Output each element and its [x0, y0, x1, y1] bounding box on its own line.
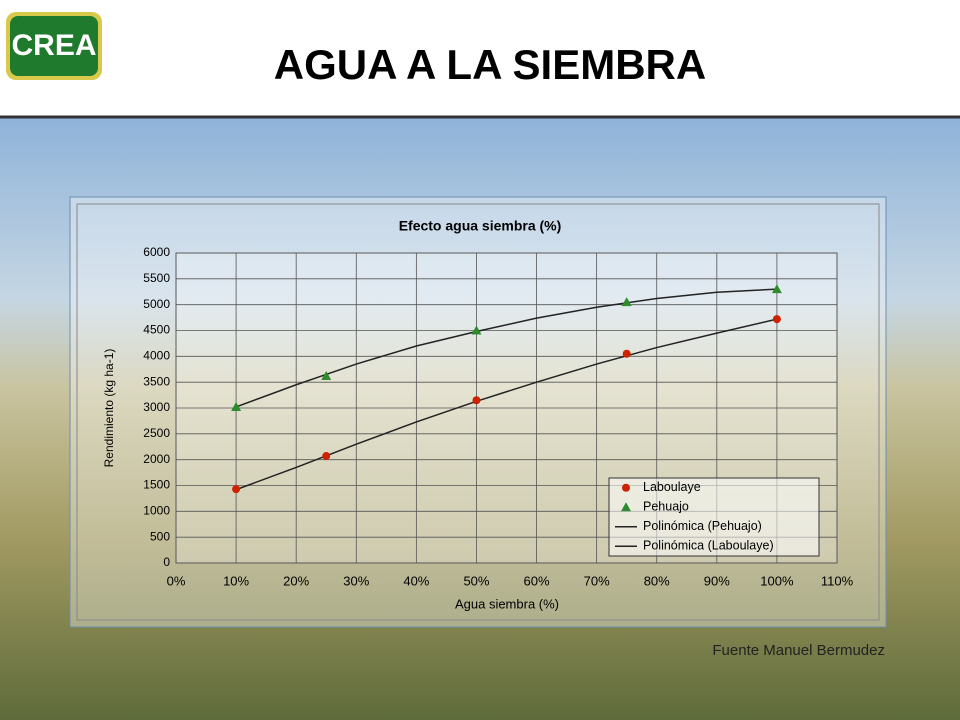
source-note: Fuente Manuel Bermudez	[712, 642, 885, 659]
slide-title: AGUA A LA SIEMBRA	[274, 41, 706, 88]
y-tick-label: 500	[150, 529, 170, 543]
y-tick-label: 5000	[143, 297, 170, 311]
legend-label: Laboulaye	[643, 480, 701, 494]
y-tick-label: 3000	[143, 400, 170, 414]
x-tick-label: 60%	[524, 573, 550, 588]
x-tick-label: 30%	[343, 573, 369, 588]
legend-swatch	[622, 483, 630, 492]
data-point	[772, 315, 781, 324]
data-point	[771, 284, 782, 294]
x-tick-label: 90%	[704, 573, 730, 588]
y-tick-label: 6000	[143, 245, 170, 259]
x-tick-label: 110%	[821, 573, 854, 588]
x-tick-label: 0%	[167, 573, 186, 588]
y-tick-label: 4500	[143, 323, 170, 337]
y-tick-label: 4000	[143, 349, 170, 363]
x-tick-label: 80%	[644, 573, 670, 588]
logo-box	[10, 16, 98, 76]
y-tick-label: 5500	[143, 271, 170, 285]
logo-text: CREA	[11, 29, 96, 62]
x-tick-label: 40%	[403, 573, 429, 588]
chart-inner-frame	[76, 203, 880, 621]
data-point	[231, 401, 242, 411]
data-point	[322, 452, 331, 461]
x-tick-label: 10%	[223, 573, 249, 588]
data-point	[232, 485, 241, 494]
legend-swatch	[621, 502, 631, 512]
y-tick-label: 3500	[143, 374, 170, 388]
data-point	[622, 349, 631, 358]
y-tick-label: 2000	[143, 452, 170, 466]
data-point	[472, 396, 481, 405]
data-point	[321, 370, 332, 380]
x-tick-label: 50%	[463, 573, 489, 588]
y-tick-label: 1000	[143, 504, 170, 518]
header-band	[0, 0, 960, 116]
y-axis-title: Rendimiento (kg ha-1)	[102, 349, 116, 468]
x-tick-label: 70%	[584, 573, 610, 588]
data-point	[621, 297, 632, 307]
legend-label: Polinómica (Laboulaye)	[643, 539, 774, 553]
legend-label: Pehuajo	[643, 500, 689, 514]
data-point	[471, 325, 482, 335]
legend-label: Polinómica (Pehuajo)	[643, 519, 762, 533]
chart-title: Efecto agua siembra (%)	[399, 218, 562, 234]
x-axis-title: Agua siembra (%)	[455, 596, 559, 611]
legend-box	[608, 477, 820, 557]
y-tick-label: 0	[163, 555, 170, 569]
x-tick-label: 100%	[760, 573, 794, 588]
y-tick-label: 1500	[143, 478, 170, 492]
x-tick-label: 20%	[283, 573, 309, 588]
y-tick-label: 2500	[143, 426, 170, 440]
